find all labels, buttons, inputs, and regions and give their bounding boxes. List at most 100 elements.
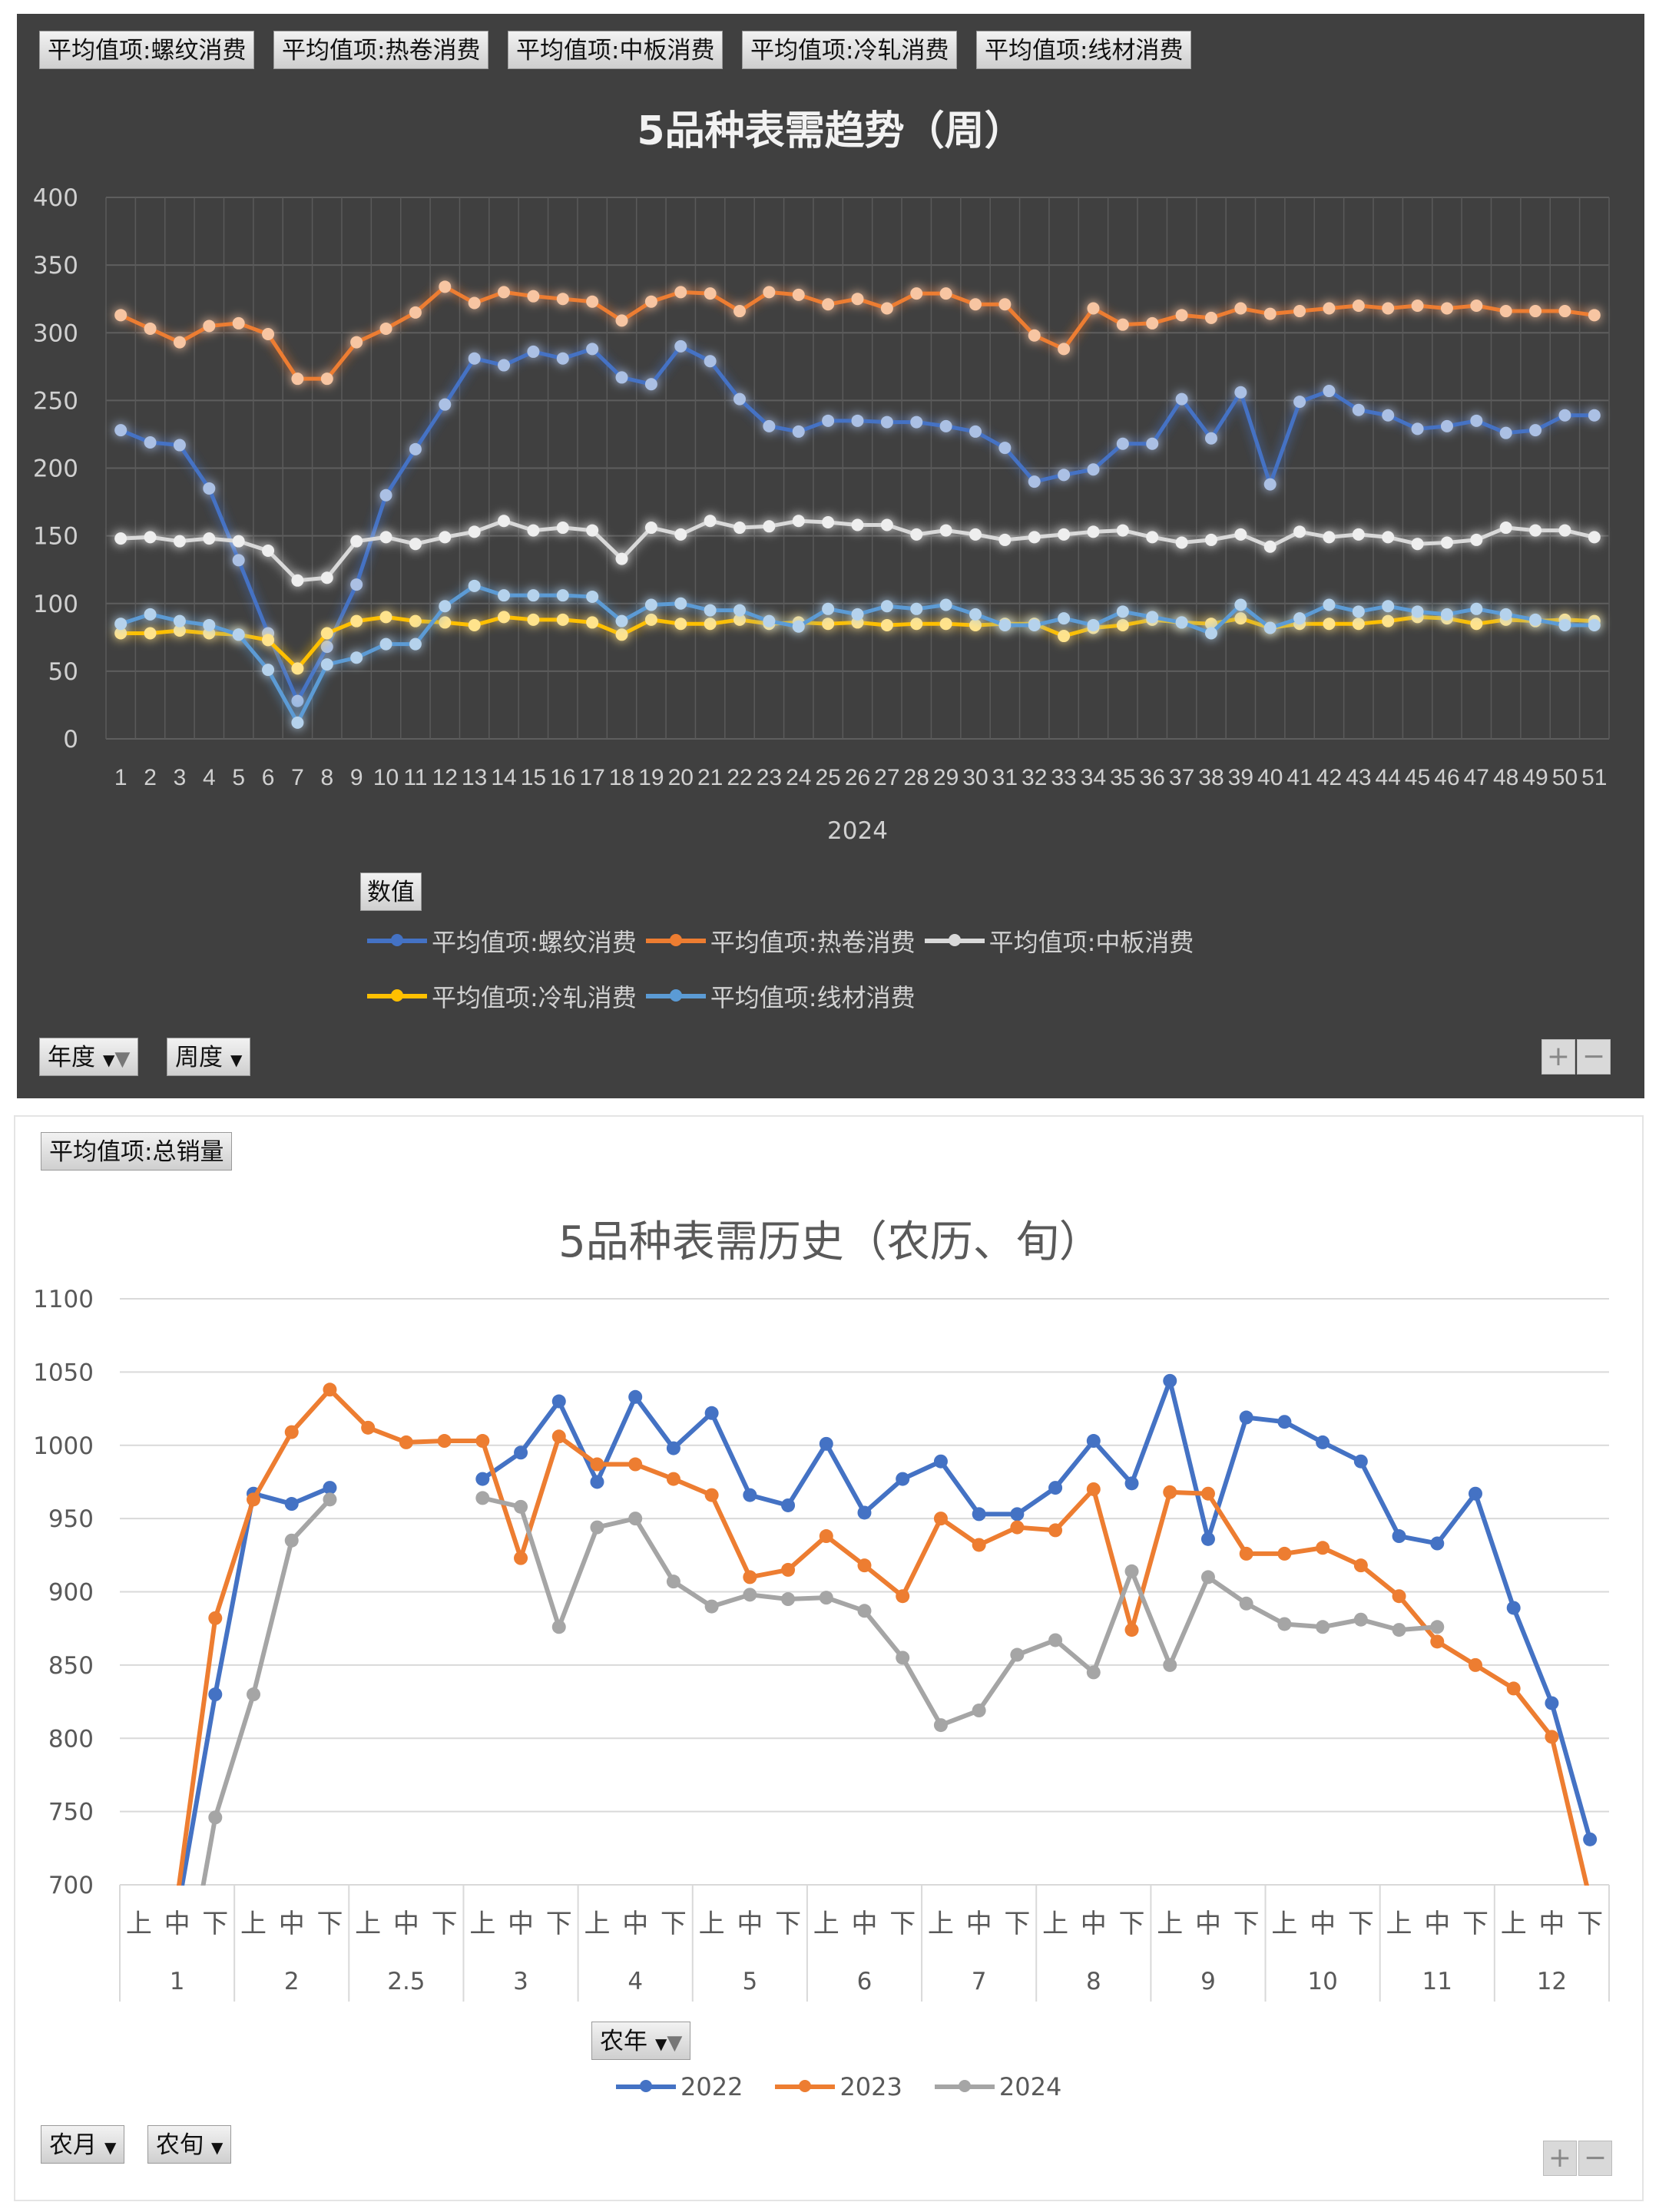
lunar-history-chart-panel: 平均值项:总销量 5品种表需历史（农历、旬） 农年 ▼▼ 2022 2023 20…: [14, 1115, 1644, 2201]
data-point: [1146, 316, 1159, 329]
data-point: [1087, 302, 1100, 315]
x-group-label: 4: [628, 1968, 643, 1995]
data-point: [792, 620, 805, 633]
y-tick-label: 50: [48, 658, 78, 686]
dropdown-arrow-icon: ▼: [230, 1051, 243, 1069]
legend-item-medium-plate[interactable]: 平均值项:中板消费: [924, 923, 1194, 959]
x-subcategory-label: 下: [1004, 1909, 1030, 1939]
data-point: [1263, 621, 1277, 634]
legend-line-marker-icon: [645, 934, 706, 946]
x-subcategory-label: 中: [508, 1909, 534, 1939]
legend-item-2023[interactable]: 2023: [775, 2072, 902, 2101]
legend: 2022 2023 2024: [616, 2072, 1071, 2101]
data-point: [880, 618, 893, 631]
data-point: [514, 1499, 528, 1514]
data-point: [1239, 1546, 1253, 1561]
data-point: [1263, 540, 1277, 553]
data-point: [556, 589, 569, 602]
data-point: [173, 439, 186, 452]
x-tick-label: 30: [962, 765, 988, 790]
lunar-month-filter-button[interactable]: 农月 ▼: [41, 2125, 125, 2164]
data-point: [998, 442, 1012, 455]
data-point: [704, 515, 717, 528]
data-point: [1352, 300, 1365, 312]
data-point: [939, 287, 952, 300]
legend-label: 平均值项:中板消费: [988, 928, 1194, 957]
data-point: [291, 694, 304, 707]
data-point: [615, 552, 628, 565]
data-point: [615, 314, 628, 327]
data-point: [1470, 618, 1483, 631]
field-button-wire-rod[interactable]: 平均值项:线材消费: [976, 31, 1192, 69]
x-tick-label: 44: [1376, 765, 1401, 790]
data-point: [498, 611, 511, 624]
x-subcategory-label: 中: [1424, 1909, 1450, 1939]
x-tick-label: 36: [1140, 765, 1165, 790]
legend-item-wire-rod[interactable]: 平均值项:线材消费: [645, 979, 916, 1014]
data-point: [173, 614, 186, 628]
data-point: [320, 627, 333, 640]
data-point: [733, 613, 747, 626]
x-tick-label: 34: [1081, 765, 1106, 790]
series-2023: [177, 1382, 1589, 1886]
data-point: [1086, 1665, 1101, 1680]
data-point: [1175, 309, 1188, 322]
data-point: [704, 1599, 719, 1614]
lunar-dekad-filter-button[interactable]: 农旬 ▼: [147, 2125, 232, 2164]
data-point: [173, 336, 186, 349]
legend-item-2022[interactable]: 2022: [616, 2072, 743, 2101]
legend-item-hot-rolled[interactable]: 平均值项:热卷消费: [645, 923, 916, 959]
y-tick-label: 150: [33, 523, 78, 551]
data-point: [1263, 478, 1277, 491]
lunar-year-filter-button[interactable]: 农年 ▼▼: [591, 2022, 691, 2060]
field-button-total-sales[interactable]: 平均值项:总销量: [41, 1132, 233, 1171]
data-point: [1116, 318, 1129, 331]
collapse-field-button[interactable]: −: [1578, 2141, 1612, 2176]
x-tick-label: 12: [432, 765, 458, 790]
data-point: [1411, 605, 1424, 618]
legend-item-rebar[interactable]: 平均值项:螺纹消费: [367, 923, 637, 959]
data-point: [896, 1472, 910, 1486]
data-point: [644, 522, 657, 535]
expand-field-button[interactable]: +: [1541, 1039, 1575, 1075]
x-tick-label: 38: [1198, 765, 1224, 790]
legend-label: 平均值项:热卷消费: [710, 928, 916, 957]
data-point: [527, 345, 540, 358]
chart-title: 5品种表需历史（农历、旬）: [558, 1217, 1102, 1267]
data-point: [1234, 386, 1247, 399]
legend-item-2024[interactable]: 2024: [934, 2072, 1061, 2101]
data-point: [910, 528, 923, 541]
data-point: [498, 589, 511, 602]
collapse-field-button[interactable]: −: [1577, 1039, 1611, 1075]
data-point: [666, 1441, 680, 1455]
legend-item-cold-rolled[interactable]: 平均值项:冷轧消费: [367, 979, 637, 1014]
data-point: [1440, 536, 1453, 549]
field-button-hot-rolled[interactable]: 平均值项:热卷消费: [273, 31, 489, 69]
field-button-cold-rolled[interactable]: 平均值项:冷轧消费: [742, 31, 958, 69]
data-point: [733, 604, 747, 617]
series-line: [177, 1387, 1589, 1886]
expand-field-button[interactable]: +: [1543, 2141, 1577, 2176]
data-point: [439, 616, 452, 629]
data-point: [822, 602, 835, 615]
field-button-rebar[interactable]: 平均值项:螺纹消费: [39, 31, 255, 69]
year-filter-button[interactable]: 年度 ▼▼: [39, 1038, 139, 1076]
x-tick-label: 17: [579, 765, 604, 790]
values-field-button[interactable]: 数值: [360, 873, 422, 911]
data-point: [291, 574, 304, 587]
data-point: [208, 1687, 223, 1702]
x-tick-label: 28: [904, 765, 929, 790]
data-point: [763, 520, 776, 533]
x-tick-label: 20: [668, 765, 694, 790]
field-button-medium-plate[interactable]: 平均值项:中板消费: [508, 31, 724, 69]
data-point: [1382, 600, 1395, 613]
data-point: [291, 662, 304, 675]
data-point: [1028, 618, 1041, 631]
chart-title: 5品种表需趋势（周）: [637, 108, 1025, 154]
data-point: [1116, 437, 1129, 450]
week-filter-button[interactable]: 周度 ▼: [167, 1038, 251, 1076]
data-point: [674, 339, 687, 353]
x-tick-label: 14: [491, 765, 516, 790]
data-point: [173, 535, 186, 548]
x-tick-label: 37: [1169, 765, 1194, 790]
